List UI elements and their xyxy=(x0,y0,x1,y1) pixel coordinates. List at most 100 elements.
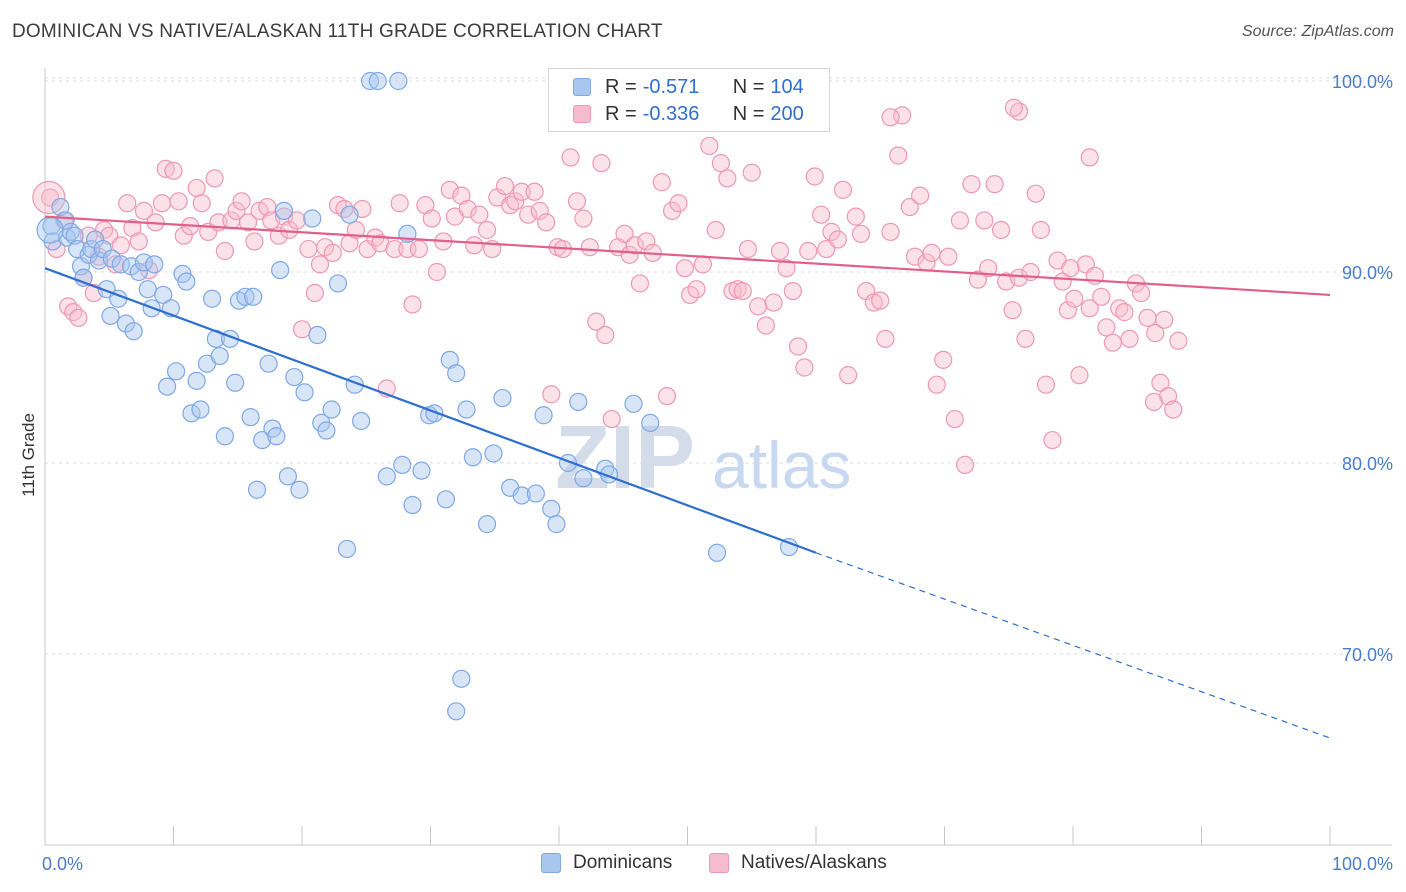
dominican-point xyxy=(340,205,359,224)
native-point xyxy=(950,211,970,230)
native-point xyxy=(871,291,890,310)
dominican-point xyxy=(215,427,234,446)
trend-lines xyxy=(44,215,1331,739)
dominican-point xyxy=(102,249,121,268)
legend-row-dominicans: R = -0.571 N = 104 xyxy=(573,74,804,100)
dominican-point xyxy=(191,400,210,419)
dominican-point xyxy=(512,486,531,505)
tick-labels: 70.0% 80.0% 90.0% 100.0% 0.0% 100.0% xyxy=(42,72,1393,874)
native-point xyxy=(927,375,946,394)
dominican-point xyxy=(389,71,408,91)
dominican-point xyxy=(393,455,412,475)
legend-item-dominicans: Dominicans xyxy=(541,852,672,874)
dominican-point xyxy=(116,314,136,333)
native-point xyxy=(742,163,761,182)
native-point xyxy=(770,241,790,261)
native-point xyxy=(900,197,919,217)
blue-swatch xyxy=(541,853,561,873)
dominican-point xyxy=(210,346,229,366)
dominican-point xyxy=(166,362,186,381)
pink-swatch xyxy=(573,105,591,123)
dominicans-trend-extension xyxy=(815,552,1331,739)
y-tick-label: 80.0% xyxy=(1342,454,1393,474)
native-point xyxy=(323,243,342,262)
native-point xyxy=(287,211,306,230)
watermark: ZIP atlas xyxy=(555,408,851,508)
n-label: N = xyxy=(732,102,765,125)
dominican-point xyxy=(247,480,267,499)
native-point xyxy=(465,236,484,255)
dominican-point xyxy=(484,444,503,463)
dominican-point xyxy=(352,411,371,431)
native-point xyxy=(962,175,981,194)
n-value: 104 xyxy=(770,75,804,98)
correlation-legend: R = -0.571 N = 104 R = -0.336 N = 200 xyxy=(548,68,830,132)
native-point xyxy=(427,262,447,282)
n-value: 200 xyxy=(770,102,804,125)
native-point xyxy=(1043,430,1062,450)
r-label: R = xyxy=(605,102,637,125)
native-point xyxy=(657,387,677,406)
dominican-point xyxy=(526,484,545,503)
legend-item-natives: Natives/Alaskans xyxy=(709,852,887,874)
native-point xyxy=(851,224,871,243)
dominican-point xyxy=(447,702,466,721)
dominican-point xyxy=(138,280,157,299)
dominican-point xyxy=(36,216,64,244)
native-point xyxy=(174,226,193,245)
native-point xyxy=(580,238,599,257)
native-point xyxy=(864,293,883,312)
y-tick-label: 70.0% xyxy=(1342,645,1393,665)
dominican-point xyxy=(177,272,196,291)
pink-swatch xyxy=(709,853,729,873)
native-point xyxy=(1155,310,1174,329)
native-point xyxy=(756,316,775,335)
native-point xyxy=(232,192,251,211)
dominicans-points xyxy=(36,71,799,721)
native-point xyxy=(1031,220,1050,240)
dominican-point xyxy=(124,322,143,341)
dominican-point xyxy=(493,388,512,408)
native-point xyxy=(299,239,318,259)
dominican-point xyxy=(226,373,245,392)
blue-swatch xyxy=(573,78,591,96)
dominican-point xyxy=(86,230,105,249)
native-point xyxy=(310,255,330,274)
legend-label-natives: Natives/Alaskans xyxy=(741,852,887,873)
native-point xyxy=(910,186,930,205)
native-point xyxy=(1144,392,1164,411)
native-point xyxy=(1103,333,1122,352)
native-point xyxy=(718,169,737,188)
native-point xyxy=(292,320,312,339)
native-point xyxy=(422,209,441,228)
native-point xyxy=(596,325,615,345)
source-label: Source: ZipAtlas.com xyxy=(1241,23,1394,40)
native-point xyxy=(881,222,900,241)
dominican-point xyxy=(377,467,396,486)
native-point xyxy=(305,283,324,303)
dominican-point xyxy=(278,467,297,486)
native-point xyxy=(828,230,847,249)
native-point xyxy=(1061,259,1080,278)
dominican-point xyxy=(436,490,456,509)
native-point xyxy=(1058,301,1077,320)
dominican-point xyxy=(308,325,327,345)
native-point xyxy=(711,154,731,173)
y-tick-label: 100.0% xyxy=(1332,72,1393,92)
native-point xyxy=(1164,400,1183,419)
dominican-point xyxy=(295,383,314,402)
native-point xyxy=(32,180,66,215)
dominican-point xyxy=(542,499,561,518)
native-point xyxy=(1065,289,1084,308)
dominican-point xyxy=(569,392,588,411)
native-point xyxy=(630,274,650,293)
native-point xyxy=(1080,299,1099,318)
native-point xyxy=(1036,375,1056,394)
native-point xyxy=(833,180,853,199)
native-point xyxy=(1003,301,1022,320)
native-point xyxy=(733,282,752,301)
native-point xyxy=(945,409,964,429)
native-point xyxy=(495,176,515,196)
natives-points xyxy=(32,98,1188,475)
